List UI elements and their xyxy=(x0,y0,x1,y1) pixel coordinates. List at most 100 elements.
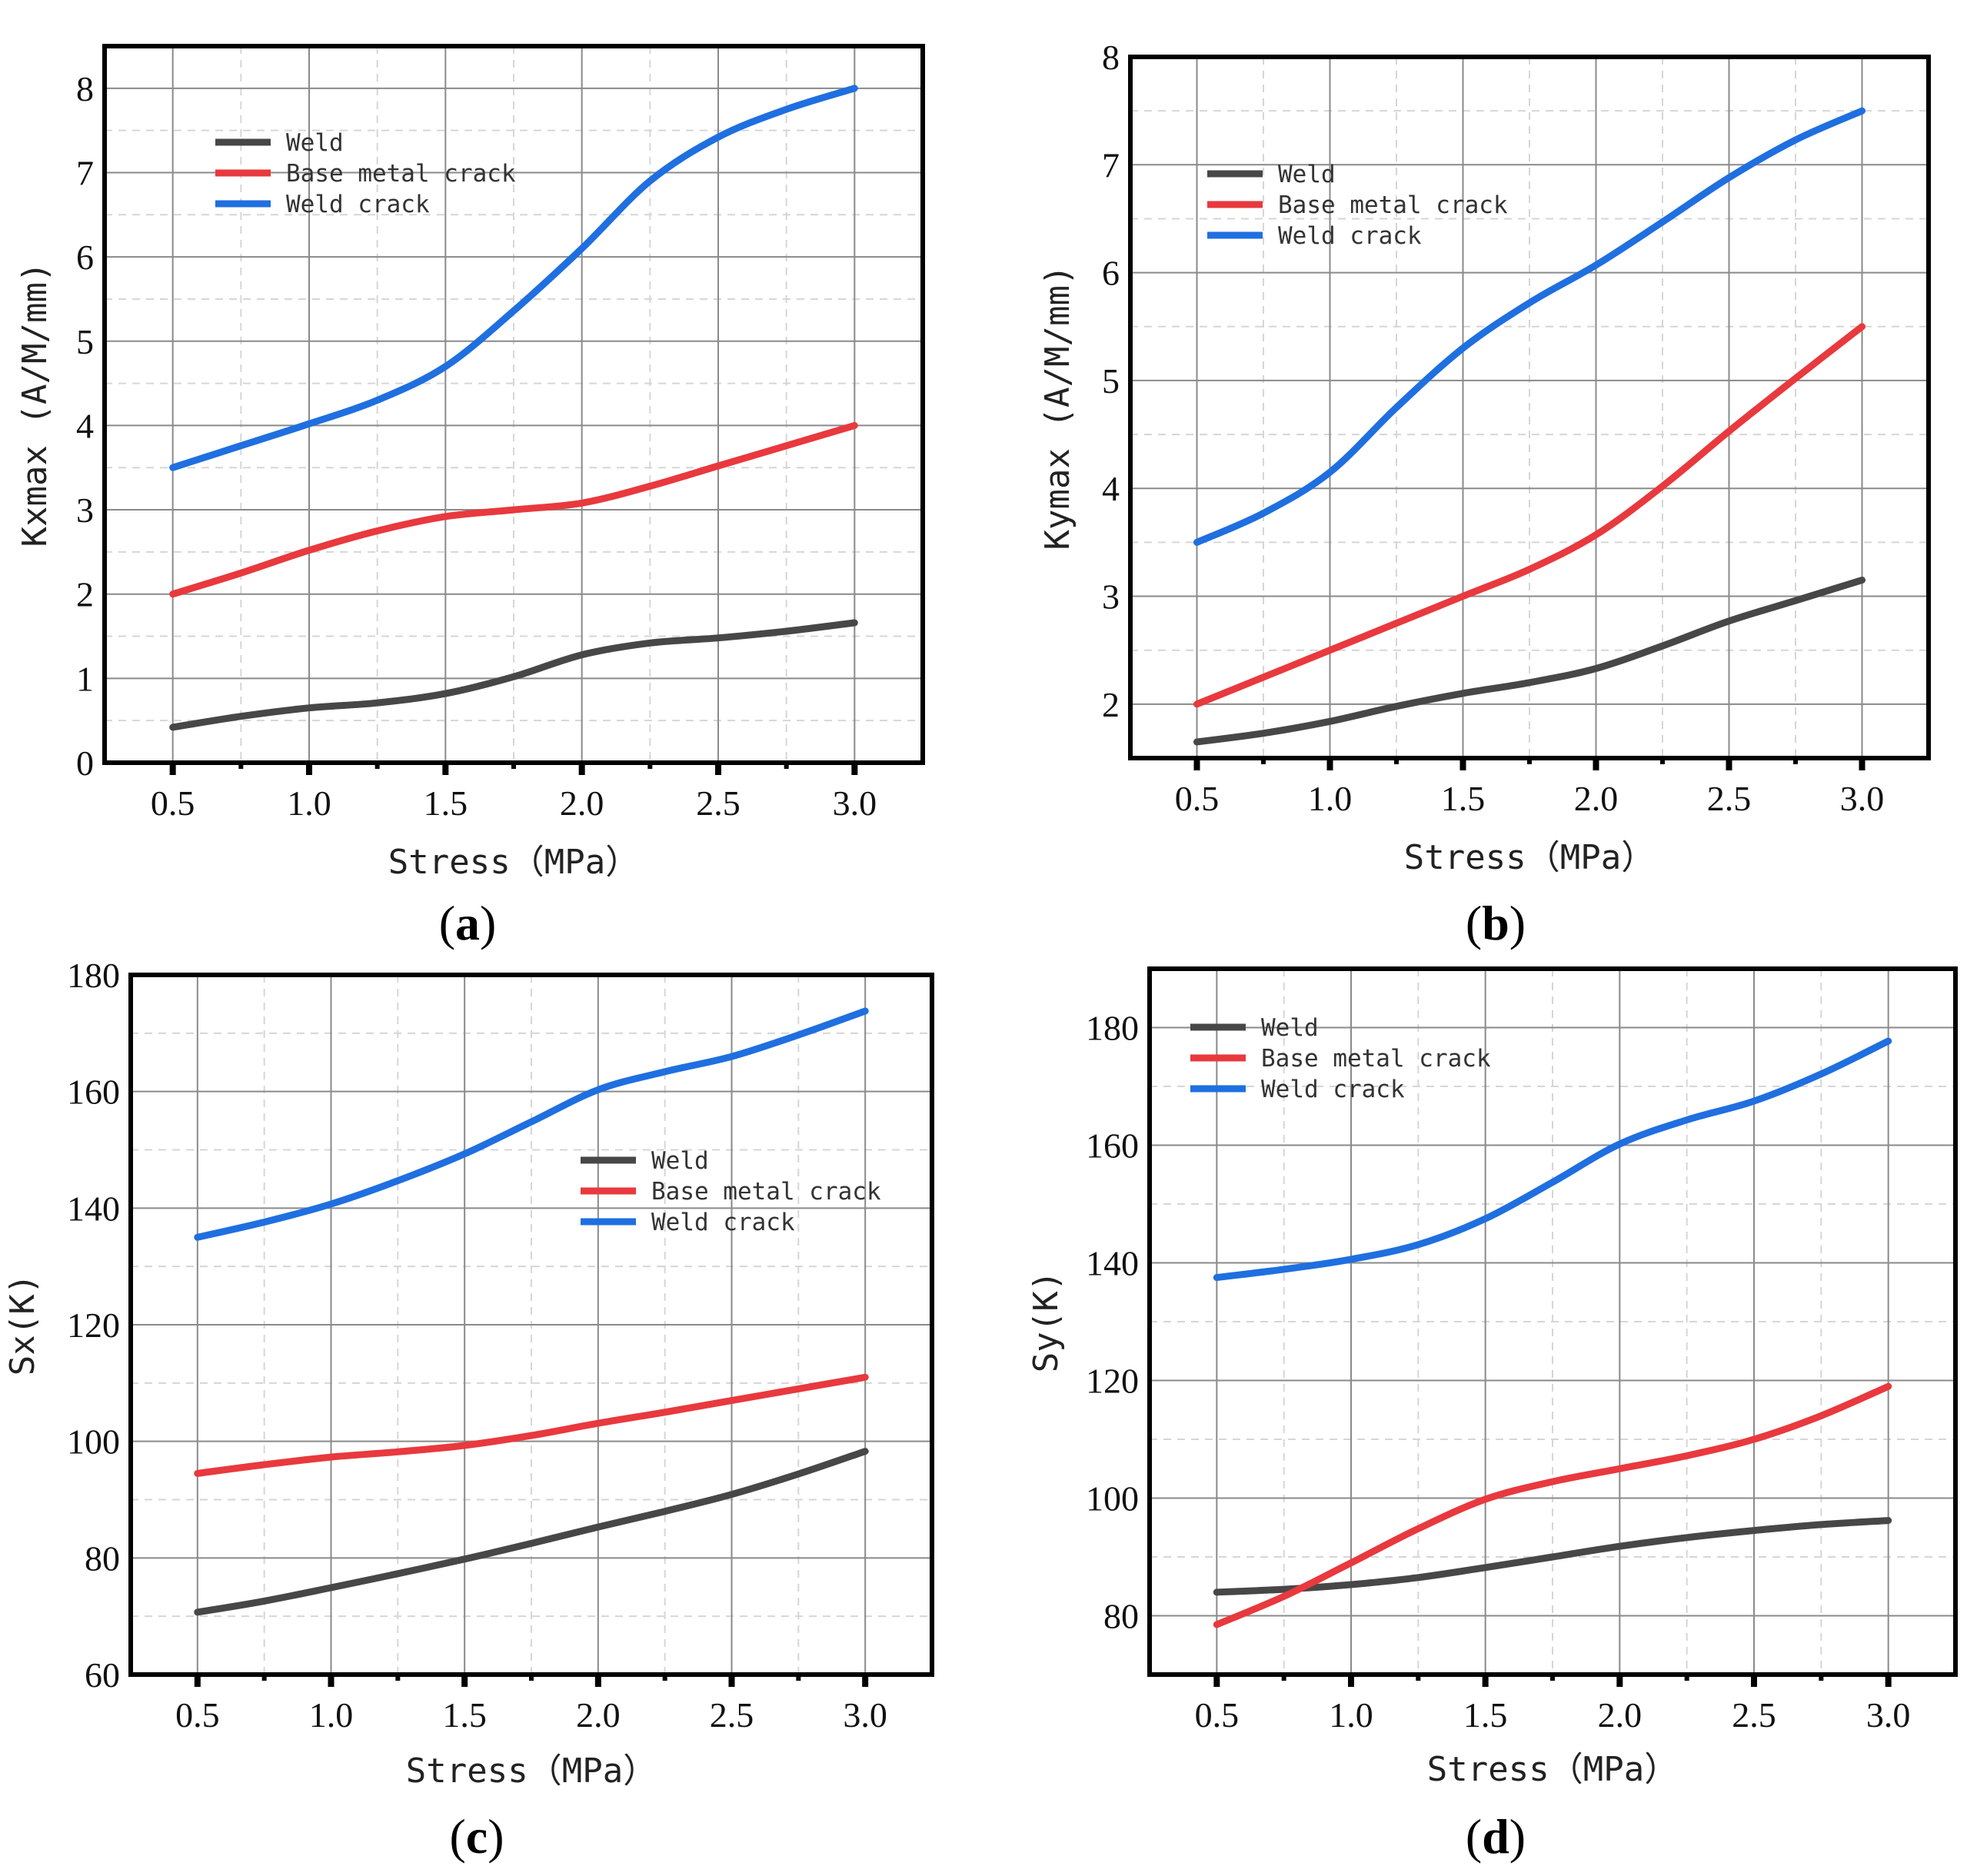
series-line-base-metal-crack xyxy=(1213,1382,1892,1628)
panel-label: (d) xyxy=(1466,1809,1526,1864)
y-tick-label: 120 xyxy=(1086,1362,1139,1401)
y-tick-label: 180 xyxy=(1086,1009,1139,1048)
y-tick-label: 6 xyxy=(1102,254,1120,293)
x-tick-label: 3.0 xyxy=(833,783,877,823)
y-tick-label: 5 xyxy=(76,322,94,361)
legend-label: Weld crack xyxy=(1261,1076,1405,1103)
series-line-weld-crack xyxy=(194,1007,869,1241)
x-axis-title: Stress（MPa） xyxy=(1427,1750,1678,1789)
x-tick-label: 1.0 xyxy=(1308,779,1353,818)
x-tick-label: 0.5 xyxy=(175,1695,220,1735)
legend-label: Base metal crack xyxy=(651,1178,881,1206)
x-tick-major xyxy=(594,1673,601,1687)
legend-label: Weld xyxy=(651,1147,709,1175)
x-tick-major xyxy=(1616,1673,1623,1687)
y-tick-label: 160 xyxy=(1086,1126,1139,1166)
x-tick-major xyxy=(306,761,312,775)
x-tick-label: 3.0 xyxy=(1840,779,1885,818)
x-tick-minor xyxy=(1527,757,1532,764)
x-tick-minor xyxy=(395,1673,401,1681)
legend: Weld Base metal crack Weld crack xyxy=(215,129,516,218)
x-tick-minor xyxy=(796,1673,801,1681)
chart-panel-b: 0.5 1.0 1.5 2.0 2.5 3.0 2 3 4 5 6 7 8 Stress（MPa） Kyma… xyxy=(1038,38,1931,950)
x-tick-label: 1.0 xyxy=(309,1695,354,1735)
x-axis-title: Stress（MPa） xyxy=(1404,838,1655,877)
x-tick-minor xyxy=(1550,1673,1555,1681)
y-axis-title: Sx(K) xyxy=(3,1274,42,1375)
x-tick-major xyxy=(728,1673,735,1687)
series-line-weld-crack xyxy=(1213,1037,1892,1282)
x-tick-major xyxy=(1593,757,1599,770)
y-tick-label: 4 xyxy=(1102,469,1120,508)
series-line-weld xyxy=(169,619,858,731)
x-tick-minor xyxy=(238,761,244,769)
y-tick-label: 4 xyxy=(76,406,94,445)
x-tick-minor xyxy=(1281,1673,1286,1681)
series-group xyxy=(169,85,858,731)
legend-label: Weld crack xyxy=(1278,222,1422,250)
series-line-weld xyxy=(194,1448,869,1616)
x-tick-major xyxy=(1213,1673,1220,1687)
x-axis-ticks xyxy=(1193,757,1865,770)
y-tick-label: 3 xyxy=(1102,577,1120,617)
x-tick-minor xyxy=(1793,757,1798,764)
x-tick-label: 2.0 xyxy=(560,783,604,823)
series-line-base-metal-crack xyxy=(1193,323,1865,708)
x-tick-label: 1.0 xyxy=(287,783,331,823)
x-tick-label: 2.0 xyxy=(576,1695,621,1735)
series-line-base-metal-crack xyxy=(169,421,858,598)
legend: Weld Base metal crack Weld crack xyxy=(1207,161,1508,250)
y-axis-title: Kymax (A/M/mm) xyxy=(1038,265,1077,550)
x-tick-major xyxy=(578,761,585,775)
y-tick-label: 7 xyxy=(1102,145,1120,185)
y-tick-label: 120 xyxy=(67,1306,120,1345)
x-tick-minor xyxy=(511,761,516,769)
series-group xyxy=(194,1007,869,1616)
x-axis-title: Stress（MPa） xyxy=(388,843,639,882)
x-tick-major xyxy=(1859,757,1865,770)
y-tick-label: 140 xyxy=(67,1189,120,1228)
grid-minor xyxy=(1130,57,1929,758)
x-tick-label: 2.0 xyxy=(1574,779,1619,818)
y-axis-title: Sy(K) xyxy=(1027,1271,1066,1372)
x-tick-label: 2.5 xyxy=(710,1695,754,1735)
x-tick-major xyxy=(169,761,176,775)
y-tick-label: 180 xyxy=(67,956,120,995)
x-tick-minor xyxy=(261,1673,267,1681)
y-tick-label: 7 xyxy=(76,153,94,192)
y-tick-label: 8 xyxy=(1102,38,1120,77)
x-tick-label: 0.5 xyxy=(1195,1695,1240,1735)
x-tick-minor xyxy=(784,761,789,769)
y-tick-label: 1 xyxy=(76,659,94,698)
x-tick-label: 1.5 xyxy=(1463,1695,1508,1735)
x-tick-label: 2.5 xyxy=(1707,779,1752,818)
x-tick-minor xyxy=(1261,757,1266,764)
x-tick-major xyxy=(862,1673,869,1687)
grid-major xyxy=(1130,56,1929,758)
legend-label: Weld crack xyxy=(651,1209,795,1236)
x-tick-major xyxy=(715,761,721,775)
legend: Weld Base metal crack Weld crack xyxy=(1190,1014,1491,1103)
legend-label: Weld xyxy=(286,129,344,157)
x-tick-minor xyxy=(1416,1673,1421,1681)
y-tick-label: 160 xyxy=(67,1073,120,1112)
x-tick-major xyxy=(1459,757,1466,770)
panel-label: (a) xyxy=(439,896,497,950)
x-axis-ticks xyxy=(1213,1673,1892,1687)
x-tick-label: 1.5 xyxy=(442,1695,487,1735)
chart-panel-a: 0.5 1.0 1.5 2.0 2.5 3.0 0 1 2 3 4 5 6 7 8 Stress（MPa） Kx… xyxy=(15,44,925,950)
legend-label: Weld crack xyxy=(286,191,430,218)
series-group xyxy=(1193,107,1865,746)
y-tick-label: 3 xyxy=(76,491,94,530)
series-line-weld xyxy=(1213,1517,1892,1596)
x-tick-label: 1.5 xyxy=(1441,779,1486,818)
x-tick-label: 3.0 xyxy=(843,1695,887,1735)
x-tick-label: 1.5 xyxy=(424,783,468,823)
x-tick-major xyxy=(1326,757,1333,770)
grid-major xyxy=(1150,969,1955,1675)
y-tick-label: 8 xyxy=(76,69,94,108)
x-tick-label: 2.5 xyxy=(696,783,741,823)
x-tick-major xyxy=(1348,1673,1354,1687)
x-tick-major xyxy=(442,761,449,775)
x-tick-major xyxy=(851,761,858,775)
